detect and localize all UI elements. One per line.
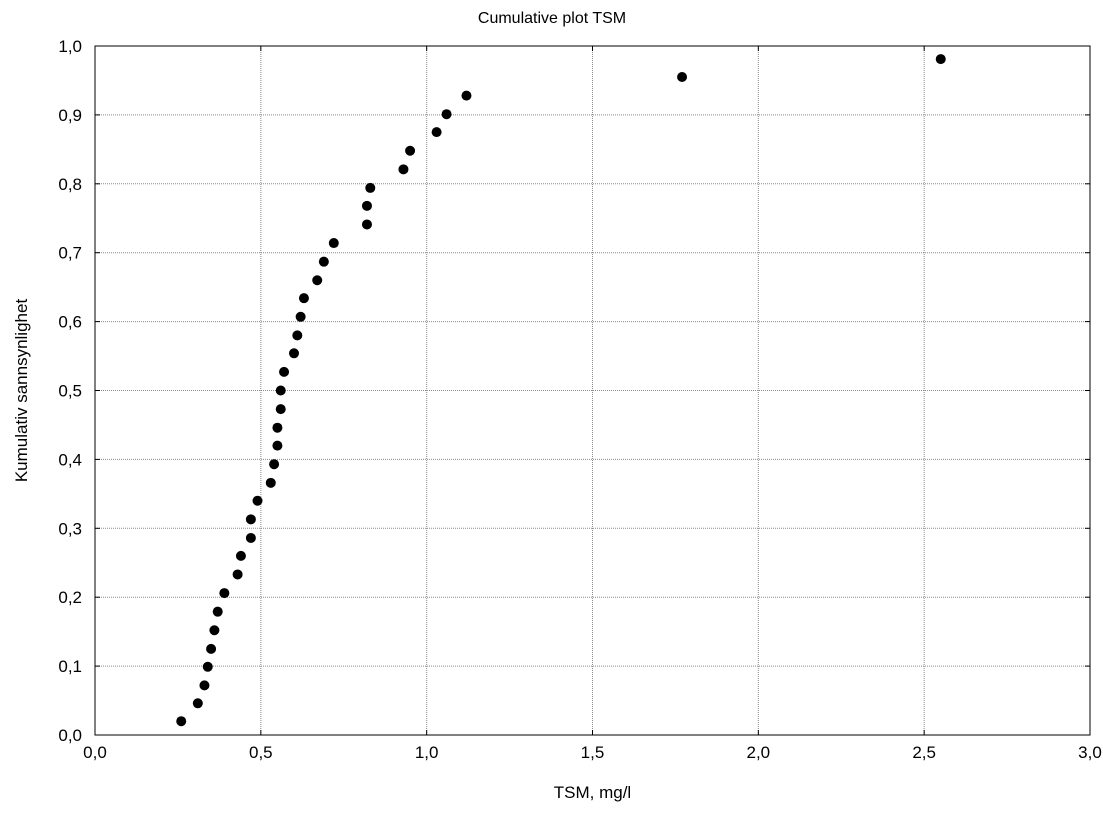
data-point [461, 90, 472, 101]
x-tick-label: 1,5 [581, 743, 605, 762]
x-tick-label: 0,5 [249, 743, 273, 762]
y-tick-label: 0,4 [58, 450, 82, 469]
data-point [269, 459, 280, 470]
data-point [289, 348, 299, 359]
data-point [202, 661, 213, 672]
data-point [361, 219, 372, 230]
data-point [275, 385, 286, 396]
data-point [232, 569, 243, 580]
y-tick-label: 0,2 [58, 588, 82, 607]
x-tick-label: 3,0 [1078, 743, 1102, 762]
y-axis-tick-labels: 0,0 0,1 0,2 0,3 0,4 0,5 0,6 0,7 0,8 0,9 1,0 [58, 37, 82, 745]
data-point [405, 145, 416, 156]
y-tick-label: 0,6 [58, 313, 82, 332]
y-tick-label: 1,0 [58, 37, 82, 56]
data-point [298, 293, 309, 304]
data-points [176, 54, 946, 727]
y-tick-label: 0,1 [58, 657, 82, 676]
data-point [272, 422, 283, 433]
data-point [441, 109, 452, 120]
y-tick-label: 0,0 [58, 726, 82, 745]
y-tick-label: 0,8 [58, 175, 82, 194]
y-tick-label: 0,7 [58, 244, 82, 263]
x-tick-label: 2,5 [912, 743, 936, 762]
data-point [192, 698, 203, 709]
y-tick-label: 0,9 [58, 106, 82, 125]
data-point [272, 440, 283, 451]
chart-title: Cumulative plot TSM [478, 10, 626, 27]
y-tick-label: 0,5 [58, 382, 82, 401]
data-point [292, 330, 303, 341]
x-tick-label: 2,0 [747, 743, 771, 762]
x-tick-label: 0,0 [83, 743, 107, 762]
x-axis-tick-labels: 0,0 0,5 1,0 1,5 2,0 2,5 3,0 [83, 743, 1102, 762]
x-tick-label: 1,0 [415, 743, 439, 762]
data-point [935, 54, 946, 65]
data-point [265, 477, 276, 488]
data-point [176, 716, 187, 727]
data-point [279, 366, 290, 377]
data-point [328, 238, 339, 249]
data-point [677, 72, 688, 83]
data-point [206, 643, 217, 654]
data-point [209, 625, 220, 636]
data-point [312, 275, 323, 286]
data-point [361, 200, 372, 211]
data-point [431, 127, 442, 138]
x-axis-title: TSM, mg/l [554, 783, 631, 802]
data-point [245, 532, 256, 543]
y-tick-label: 0,3 [58, 519, 82, 538]
grid [95, 46, 1090, 735]
data-point [275, 404, 286, 415]
data-point [295, 311, 306, 322]
y-axis-title: Kumulativ sannsynlighet [12, 299, 31, 483]
data-point [252, 495, 263, 506]
data-point [245, 514, 256, 525]
data-point [398, 164, 409, 175]
data-point [235, 550, 246, 561]
data-point [365, 182, 376, 193]
data-point [212, 606, 223, 617]
axis-ticks [94, 45, 1091, 736]
data-point [318, 256, 329, 267]
data-point [199, 680, 210, 691]
data-point [219, 588, 230, 599]
